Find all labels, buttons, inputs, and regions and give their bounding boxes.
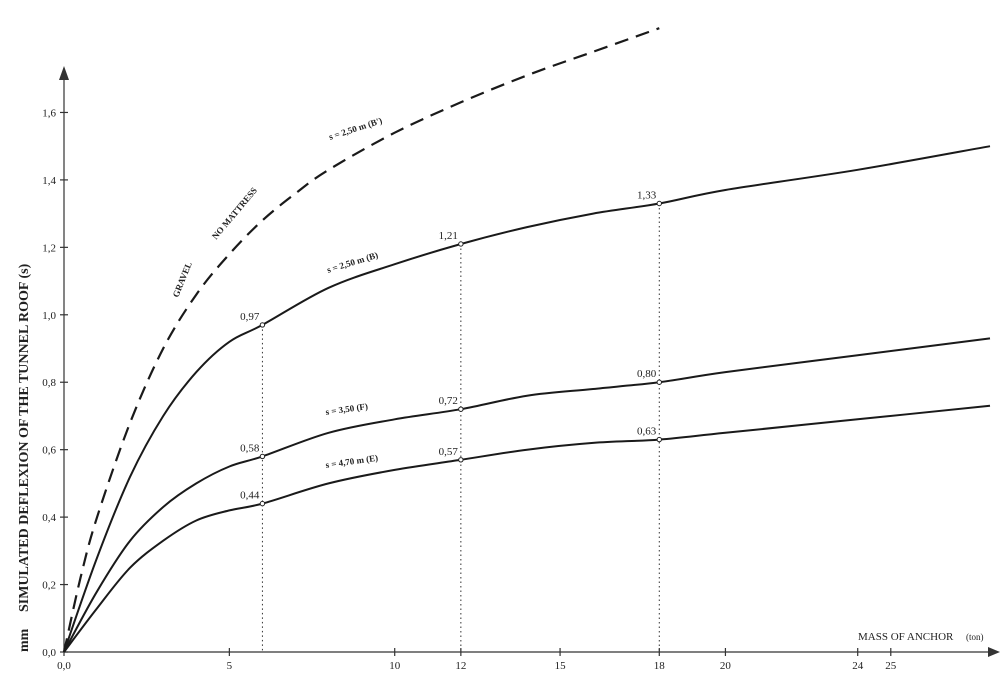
series-curve-2 bbox=[63, 337, 991, 653]
x-axis-unit: (ton) bbox=[966, 632, 984, 642]
point-label-2-0: 0,58 bbox=[240, 442, 260, 454]
x-tick-label-0: 0,0 bbox=[57, 660, 71, 672]
y-tick-label-8: 1,6 bbox=[42, 107, 56, 119]
data-point-3-2 bbox=[656, 436, 662, 443]
point-label-3-0: 0,44 bbox=[240, 490, 260, 502]
point-labels: 0,97 1,21 1,33 0,58 0,72 0,80 0,44 0,57 0,63 bbox=[240, 190, 662, 507]
series-label-0: s = 2,50 m (B') bbox=[328, 115, 384, 142]
data-point-2-0 bbox=[259, 453, 266, 460]
y-tick-label-0: 0,0 bbox=[42, 647, 56, 659]
x-tick-label-2: 10 bbox=[389, 660, 401, 672]
point-label-3-2: 0,63 bbox=[637, 426, 657, 438]
annotation-no-mattress: NO MATTRESS bbox=[210, 185, 259, 241]
y-tick-label-4: 0,8 bbox=[42, 377, 56, 389]
x-tick-marks: 0,0 5 10 12 15 18 20 24 25 bbox=[57, 648, 897, 672]
x-tick-label-1: 5 bbox=[227, 660, 233, 672]
annotation-gravel: GRAVEL bbox=[171, 260, 194, 298]
guide-lines bbox=[261, 203, 660, 652]
y-tick-label-7: 1,4 bbox=[42, 175, 56, 187]
point-label-2-1: 0,72 bbox=[439, 395, 458, 407]
data-point-1-0 bbox=[259, 322, 266, 328]
y-tick-label-5: 1,0 bbox=[42, 310, 56, 322]
series-curve-3 bbox=[63, 404, 991, 653]
data-point-1-1 bbox=[458, 241, 464, 247]
y-tick-label-1: 0,2 bbox=[42, 580, 56, 592]
y-tick-label-6: 1,2 bbox=[42, 242, 56, 254]
point-label-1-1: 1,21 bbox=[439, 230, 458, 242]
x-tick-label-4: 15 bbox=[555, 660, 567, 672]
series-label-3: s = 4,70 m (E) bbox=[325, 453, 379, 470]
x-tick-label-6: 20 bbox=[720, 660, 732, 672]
series-curves bbox=[62, 27, 991, 653]
curve-labels: s = 2,50 m (B')s = 2,50 m (B)s = 3,50 (F… bbox=[325, 115, 383, 470]
series-curve-0 bbox=[62, 27, 660, 653]
x-axis-title: MASS OF ANCHOR bbox=[858, 631, 954, 643]
y-axis-arrow-icon bbox=[59, 66, 69, 80]
point-label-1-0: 0,97 bbox=[240, 311, 260, 323]
data-point-3-1 bbox=[458, 457, 464, 463]
point-label-3-1: 0,57 bbox=[439, 446, 459, 458]
data-point-2-1 bbox=[458, 406, 464, 412]
data-point-2-2 bbox=[656, 379, 662, 385]
x-axis-arrow-icon bbox=[988, 647, 1000, 657]
data-point-3-0 bbox=[259, 500, 266, 507]
x-tick-label-7: 24 bbox=[852, 660, 864, 672]
x-tick-label-8: 25 bbox=[885, 660, 897, 672]
data-point-1-2 bbox=[656, 200, 662, 207]
point-label-2-2: 0,80 bbox=[637, 368, 657, 380]
x-tick-label-5: 18 bbox=[654, 660, 666, 672]
y-tick-marks: 0,0 0,2 0,4 0,6 0,8 1,0 1,2 1,4 1,6 bbox=[42, 107, 68, 659]
y-axis-unit: mm bbox=[17, 628, 32, 652]
point-label-1-2: 1,33 bbox=[637, 190, 657, 202]
x-tick-label-3: 12 bbox=[455, 660, 466, 672]
series-label-2: s = 3,50 (F) bbox=[325, 401, 369, 417]
y-tick-label-3: 0,6 bbox=[42, 445, 56, 457]
y-tick-label-2: 0,4 bbox=[42, 512, 56, 524]
series-curve-1 bbox=[63, 145, 991, 653]
y-axis-title: SIMULATED DEFLEXION OF THE TUNNEL ROOF (… bbox=[17, 263, 32, 612]
